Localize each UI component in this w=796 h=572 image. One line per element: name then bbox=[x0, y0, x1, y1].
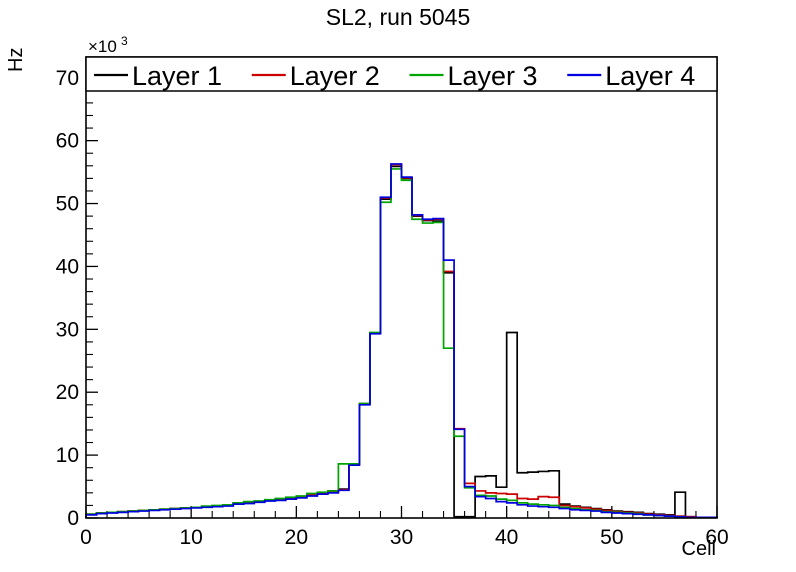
y-tick-label: 50 bbox=[56, 193, 79, 216]
y-tick-label: 30 bbox=[56, 318, 79, 341]
x-tick-label: 40 bbox=[495, 526, 518, 549]
y-tick-label: 60 bbox=[56, 130, 79, 153]
x-tick-label: 30 bbox=[390, 526, 413, 549]
histogram-series-group bbox=[85, 163, 718, 519]
legend-label-layer-3[interactable]: Layer 3 bbox=[448, 61, 538, 91]
axis-ticks bbox=[85, 64, 718, 519]
y-tick-label: 20 bbox=[56, 381, 79, 404]
axis-tick-labels: 0 10 20 30 40 50 60 0 10 20 30 40 50 60 70 bbox=[56, 67, 729, 549]
legend-box bbox=[85, 56, 718, 92]
x-tick-label: 20 bbox=[285, 526, 308, 549]
svg-text:×10: ×10 bbox=[88, 37, 117, 56]
svg-text:3: 3 bbox=[121, 34, 128, 48]
page-title: SL2, run 5045 bbox=[326, 4, 471, 30]
legend-label-layer-1[interactable]: Layer 1 bbox=[132, 61, 222, 91]
y-axis-title: Hz bbox=[5, 48, 27, 72]
histogram-series-layer-2 bbox=[85, 163, 718, 519]
legend-label-layer-2[interactable]: Layer 2 bbox=[290, 61, 380, 91]
y-tick-label: 10 bbox=[56, 444, 79, 467]
x-tick-label: 10 bbox=[179, 526, 202, 549]
y-tick-label: 40 bbox=[56, 255, 79, 278]
histogram-series-layer-1 bbox=[85, 165, 718, 519]
x-axis-title: Cell bbox=[682, 538, 716, 560]
x-tick-label: 50 bbox=[600, 526, 623, 549]
x-tick-label: 0 bbox=[80, 526, 92, 549]
y-tick-label: 70 bbox=[56, 67, 79, 90]
y-tick-label: 0 bbox=[67, 507, 79, 530]
x-tick-label: 60 bbox=[705, 526, 728, 549]
legend[interactable]: Layer 1 Layer 2 Layer 3 Layer 4 bbox=[85, 56, 718, 92]
histogram-series-layer-4 bbox=[85, 163, 718, 519]
legend-label-layer-4[interactable]: Layer 4 bbox=[605, 61, 695, 91]
y-axis-exponent: ×10 3 bbox=[88, 34, 128, 56]
plot-frame bbox=[85, 56, 718, 519]
histogram-series-layer-3 bbox=[85, 168, 718, 519]
